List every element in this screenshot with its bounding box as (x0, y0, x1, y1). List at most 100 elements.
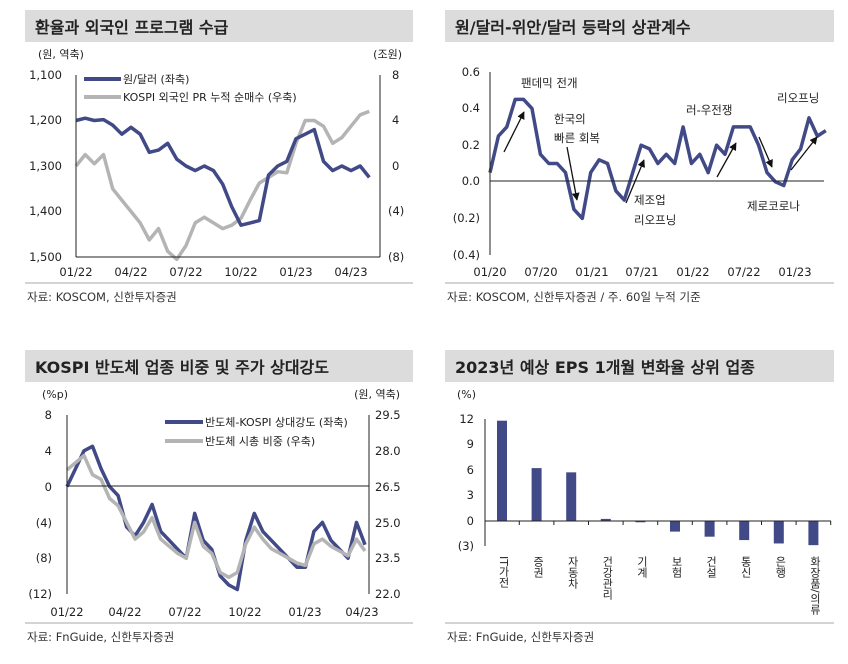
y-tick-label: 0.2 (462, 138, 480, 152)
x-tick-label: 07/20 (524, 265, 557, 279)
y-tick-label: 4 (45, 444, 52, 458)
y2-tick-label: 22.0 (375, 587, 401, 601)
y2-tick-label: 28.0 (375, 444, 401, 458)
y2-tick-label: 4 (392, 113, 399, 127)
panel-eps-change: 2023년 예상 EPS 1개월 변화율 상위 업종 (%) 12 9 6 3 … (424, 340, 848, 664)
y-tick-label: 1,500 (29, 250, 62, 264)
y-tick-label: 8 (45, 408, 52, 422)
chart-fx-foreign-program: 환율과 외국인 프로그램 수급 (원, 역축) (조원) 1,100 1,200… (25, 10, 413, 304)
y-axis-ticks: 12 9 6 3 0 (3) (458, 412, 474, 553)
annotation-manufacturing: 제조업 (634, 193, 666, 207)
x-tick-label: 10/22 (228, 605, 261, 619)
annotation-reopening-1: 리오프닝 (634, 213, 676, 227)
y-axis-unit: (%) (457, 388, 476, 401)
chart-title: 2023년 예상 EPS 1개월 변화율 상위 업종 (455, 358, 755, 377)
legend-label: 반도체 시총 비중 (우축) (205, 435, 315, 448)
arrow-icon (566, 146, 580, 201)
annotation-zero-covid: 제로코로나 (747, 199, 800, 213)
x-tick-label: 01/21 (575, 265, 608, 279)
x-axis-ticks: 01/22 04/22 07/22 10/22 01/23 04/23 (50, 605, 378, 619)
y-tick-label: 1,400 (29, 204, 62, 218)
annotation-korea: 한국의 (554, 112, 586, 126)
y-tick-label: 1,300 (29, 159, 62, 173)
y2-tick-label: 8 (392, 68, 399, 82)
series-line-market-share (65, 453, 367, 580)
arrow-icon (503, 111, 525, 153)
x-tick-label: 01/23 (288, 605, 321, 619)
x-tick-label: 04/23 (334, 265, 367, 279)
category-label: 은행 (773, 556, 787, 578)
y-tick-label: 1,100 (29, 68, 62, 82)
y-tick-label: 6 (467, 463, 474, 477)
x-tick-label: 01/22 (676, 265, 709, 279)
chart-semiconductor: KOSPI 반도체 업종 비중 및 주가 상대강도 (%p) (원, 역축) 8… (25, 350, 413, 644)
chart-title: KOSPI 반도체 업종 비중 및 주가 상대강도 (35, 358, 329, 377)
y-tick-label: 0.0 (462, 174, 480, 188)
right-axis-unit: (원, 역축) (354, 388, 400, 401)
y-tick-label: (0.4) (453, 248, 480, 262)
bar (739, 520, 750, 541)
y2-tick-label: 0 (392, 159, 399, 173)
chart-title: 원/달러-위안/달러 등락의 상관계수 (455, 18, 691, 37)
y2-tick-label: (8) (388, 250, 404, 264)
x-tick-label: 04/23 (345, 605, 378, 619)
right-axis-unit: (조원) (373, 48, 402, 61)
title-bar (445, 10, 834, 42)
left-axis-ticks: 8 4 0 (4) (8) (12) (28, 408, 52, 601)
annotation-war: 러-우전쟁 (686, 103, 732, 117)
y-tick-label: 0 (467, 514, 474, 528)
series-line-correlation (488, 97, 827, 221)
y2-tick-label: 26.5 (375, 480, 401, 494)
x-tick-label: 01/22 (59, 265, 92, 279)
bar (773, 520, 784, 544)
category-label: 증권 (531, 556, 545, 578)
x-tick-label: 07/21 (625, 265, 658, 279)
x-axis-ticks: 01/22 04/22 07/22 10/22 01/23 04/23 (59, 265, 367, 279)
source-note: 자료: FnGuide, 신한투자증권 (27, 630, 174, 644)
arrow-icon (758, 136, 773, 168)
y-tick-label: 3 (467, 488, 474, 502)
right-axis-ticks: 8 4 0 (4) (8) (388, 68, 404, 264)
panel-semiconductor: KOSPI 반도체 업종 비중 및 주가 상대강도 (%p) (원, 역축) 8… (0, 340, 424, 664)
right-axis-ticks: 29.5 28.0 26.5 25.0 23.5 22.0 (375, 408, 401, 601)
y2-tick-label: 25.0 (375, 516, 401, 530)
bar (704, 520, 715, 537)
category-label: IT가전 (497, 556, 510, 588)
x-tick-label: 10/22 (224, 265, 257, 279)
category-label: 건설 (704, 556, 718, 578)
y-tick-label: (8) (36, 551, 52, 565)
bar (531, 468, 542, 521)
y-tick-label: (0.2) (453, 211, 480, 225)
left-axis-ticks: 1,100 1,200 1,300 1,400 1,500 (29, 68, 62, 264)
category-label: 보험 (670, 556, 683, 578)
chart-correlation: 원/달러-위안/달러 등락의 상관계수 0.6 0.4 0.2 0.0 (0.2… (445, 10, 834, 304)
y-tick-label: 0.4 (462, 101, 480, 115)
legend-label: 원/달러 (좌축) (123, 73, 189, 86)
title-bar (25, 350, 413, 382)
annotation-recovery: 빠른 회복 (554, 131, 600, 145)
panel-correlation: 원/달러-위안/달러 등락의 상관계수 0.6 0.4 0.2 0.0 (0.2… (424, 0, 848, 324)
y-tick-label: (12) (28, 587, 52, 601)
series-line-relative-strength (65, 444, 367, 592)
x-axis-ticks: 01/20 07/20 01/21 07/21 01/22 07/22 01/2… (473, 265, 811, 279)
legend: 원/달러 (좌축) KOSPI 외국인 PR 누적 순매수 (우축) (84, 73, 297, 104)
x-tick-label: 07/22 (168, 605, 201, 619)
arrow-icon (625, 159, 645, 204)
legend: 반도체-KOSPI 상대강도 (좌축) 반도체 시총 비중 (우축) (165, 416, 348, 448)
axes (66, 415, 370, 594)
source-note: 자료: FnGuide, 신한투자증권 (447, 630, 594, 644)
y-tick-label: (3) (458, 539, 474, 553)
axes (75, 75, 381, 258)
left-axis-unit: (원, 역축) (38, 48, 84, 61)
category-label: 통신 (739, 556, 753, 578)
legend-label: KOSPI 외국인 PR 누적 순매수 (우축) (123, 91, 297, 104)
source-note: 자료: KOSCOM, 신한투자증권 / 주. 60일 누적 기준 (447, 290, 701, 304)
panel-fx-foreign-program: 환율과 외국인 프로그램 수급 (원, 역축) (조원) 1,100 1,200… (0, 0, 424, 324)
y2-tick-label: 29.5 (375, 408, 401, 422)
chart-title: 환율과 외국인 프로그램 수급 (35, 18, 229, 37)
y-tick-label: 0.6 (462, 65, 480, 79)
category-label: 기계 (635, 556, 649, 578)
y2-tick-label: (4) (388, 204, 404, 218)
series-line-usdkrw (75, 116, 371, 227)
x-tick-label: 01/22 (50, 605, 83, 619)
